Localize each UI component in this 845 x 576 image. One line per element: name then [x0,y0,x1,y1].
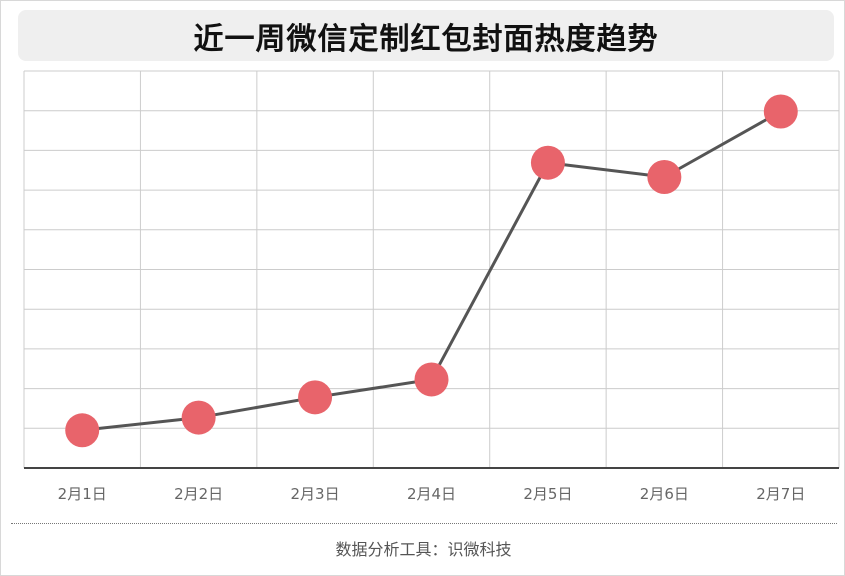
data-point-marker [763,94,798,129]
line-chart: 2月1日 2月2日 2月3日 2月4日 2月5日 2月6日 2月7日 [23,70,840,503]
data-point-marker [414,362,449,397]
footer-source: 数据分析工具：识微科技 [335,540,512,559]
title-bar: 近一周微信定制红包封面热度趋势 [18,10,834,61]
footer-divider [11,523,837,524]
data-point-marker [647,159,682,194]
x-tick-label: 2月3日 [291,485,340,503]
x-tick-label: 2月5日 [523,485,572,503]
data-point-marker [530,145,565,180]
chart-title: 近一周微信定制红包封面热度趋势 [193,21,659,57]
data-point-marker [298,380,333,415]
x-tick-label: 2月6日 [640,485,689,503]
x-tick-label: 2月7日 [756,485,805,503]
data-point-marker [65,413,100,448]
x-tick-label: 2月1日 [58,485,107,503]
data-point-marker [181,400,216,435]
x-tick-label: 2月2日 [174,485,223,503]
x-tick-label: 2月4日 [407,485,456,503]
